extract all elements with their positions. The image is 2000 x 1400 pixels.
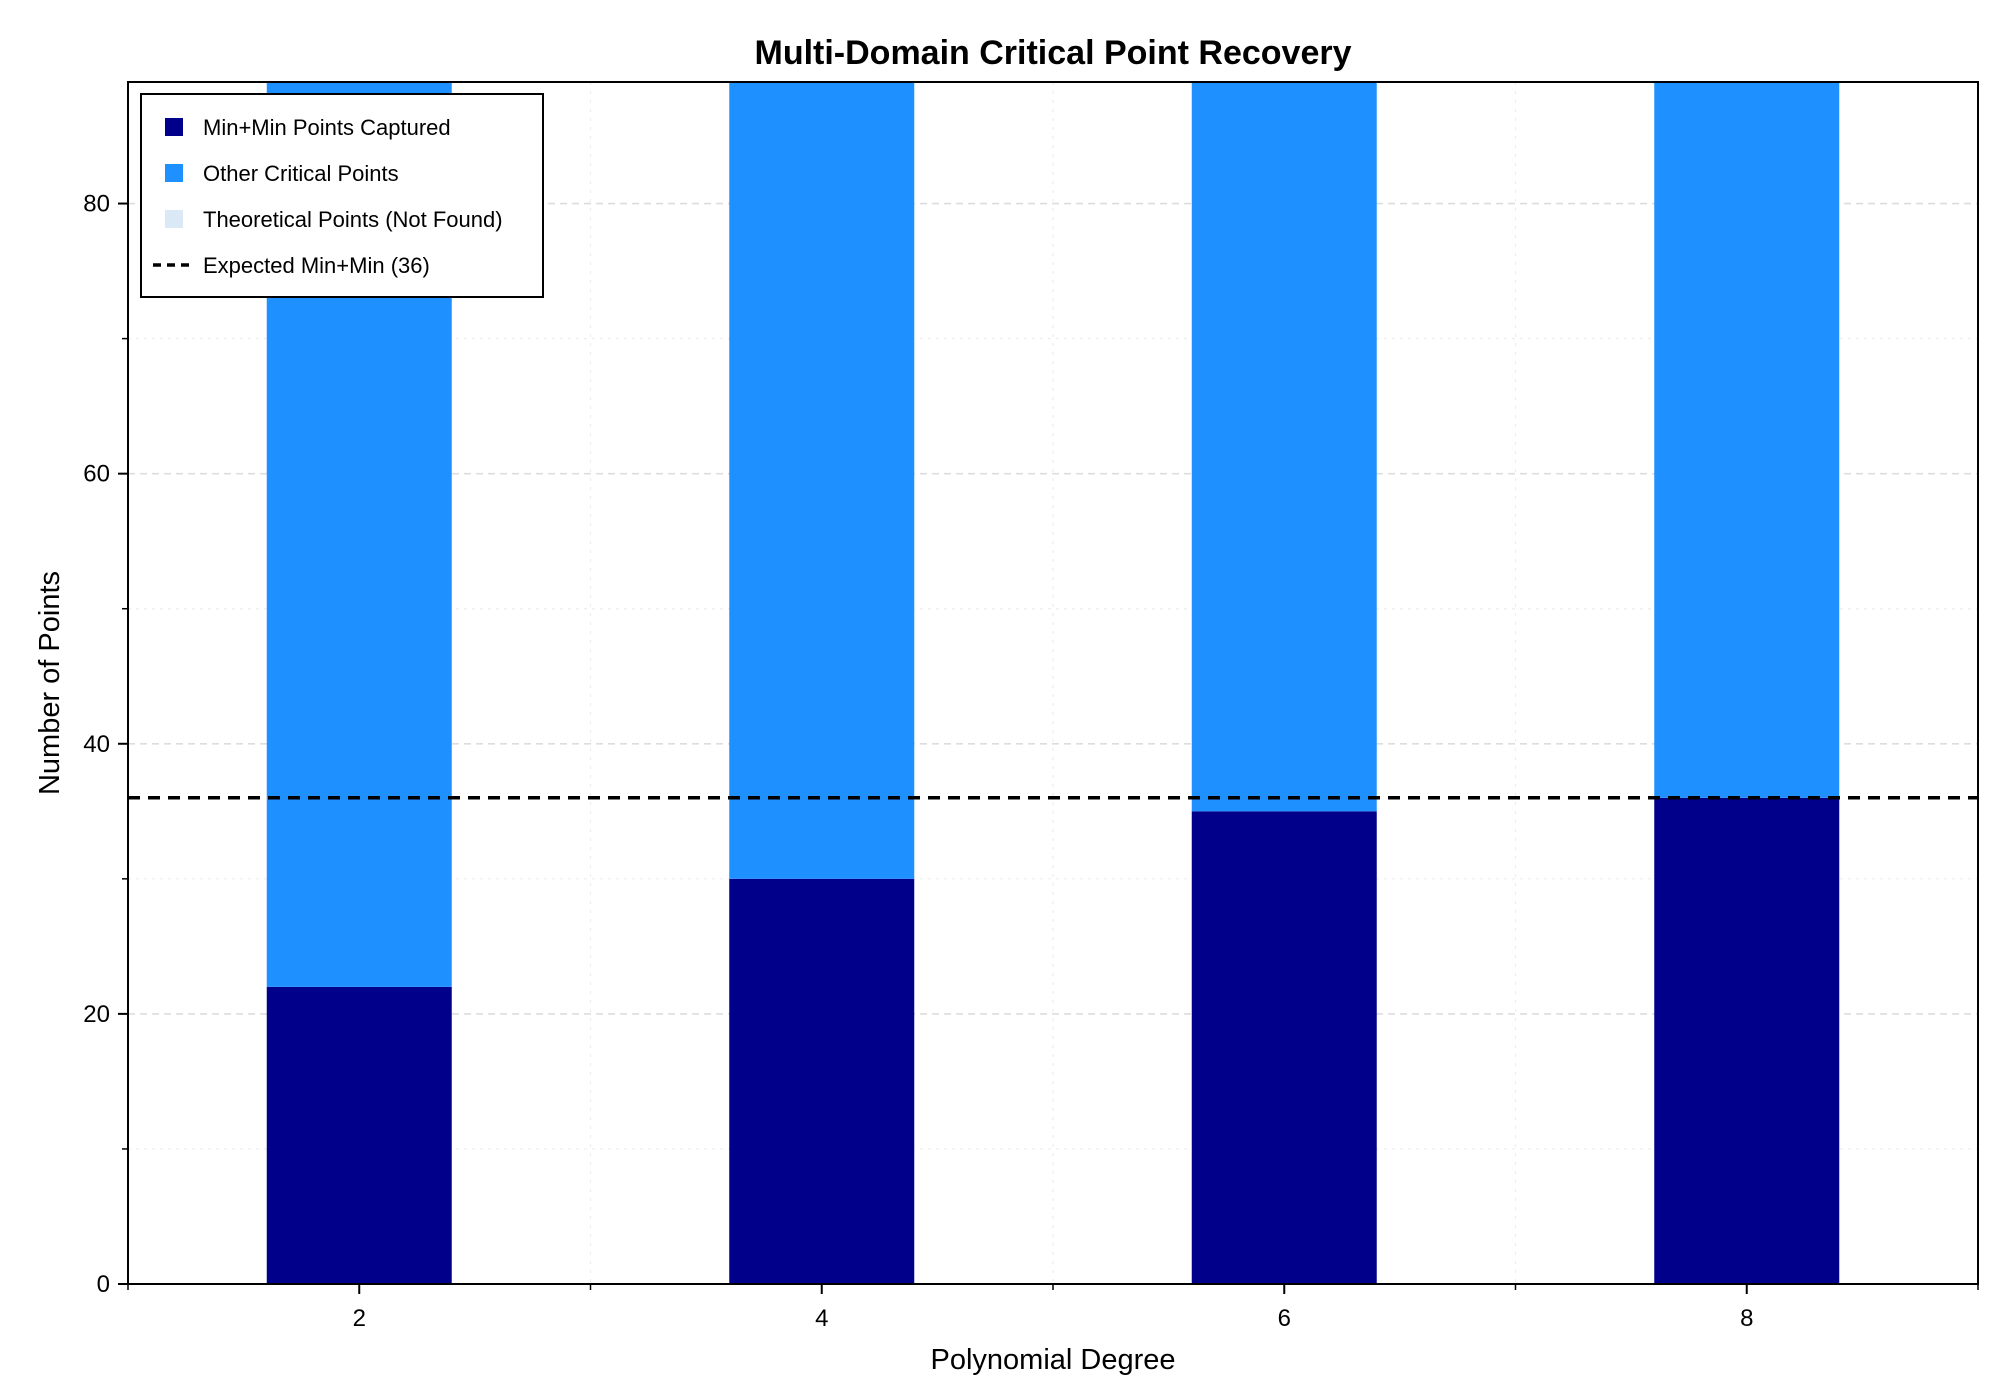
x-axis-label: Polynomial Degree bbox=[930, 1344, 1175, 1376]
bar-segment bbox=[1654, 82, 1840, 798]
y-tick-label: 40 bbox=[83, 731, 110, 758]
legend: Min+Min Points Captured Other Critical Po… bbox=[140, 93, 544, 298]
x-tick-label: 8 bbox=[1740, 1305, 1753, 1332]
bar-segment bbox=[266, 986, 452, 1284]
legend-swatch bbox=[165, 210, 183, 228]
bar-segment bbox=[1654, 797, 1840, 1284]
bar-segment bbox=[1191, 811, 1377, 1284]
bar-segment bbox=[729, 82, 915, 879]
y-axis-label: Number of Points bbox=[34, 571, 66, 795]
x-tick-label: 4 bbox=[815, 1305, 828, 1332]
chart-title: Multi-Domain Critical Point Recovery bbox=[755, 34, 1352, 72]
bar-segment bbox=[729, 878, 915, 1284]
axis-ticks: 0 20 40 60 80 2 4 6 8 bbox=[83, 191, 1979, 1332]
legend-label: Other Critical Points bbox=[203, 161, 399, 186]
y-tick-label: 80 bbox=[83, 191, 110, 218]
legend-box bbox=[140, 93, 544, 298]
legend-swatch bbox=[165, 164, 183, 182]
legend-label: Expected Min+Min (36) bbox=[203, 253, 430, 278]
legend-label: Theoretical Points (Not Found) bbox=[203, 207, 503, 232]
legend-label: Min+Min Points Captured bbox=[203, 115, 451, 140]
x-tick-label: 2 bbox=[353, 1305, 366, 1332]
legend-swatch bbox=[165, 118, 183, 136]
bar-segment bbox=[1191, 82, 1377, 812]
x-tick-label: 6 bbox=[1278, 1305, 1291, 1332]
y-tick-label: 0 bbox=[97, 1271, 110, 1298]
y-tick-label: 20 bbox=[83, 1001, 110, 1028]
y-tick-label: 60 bbox=[83, 461, 110, 488]
